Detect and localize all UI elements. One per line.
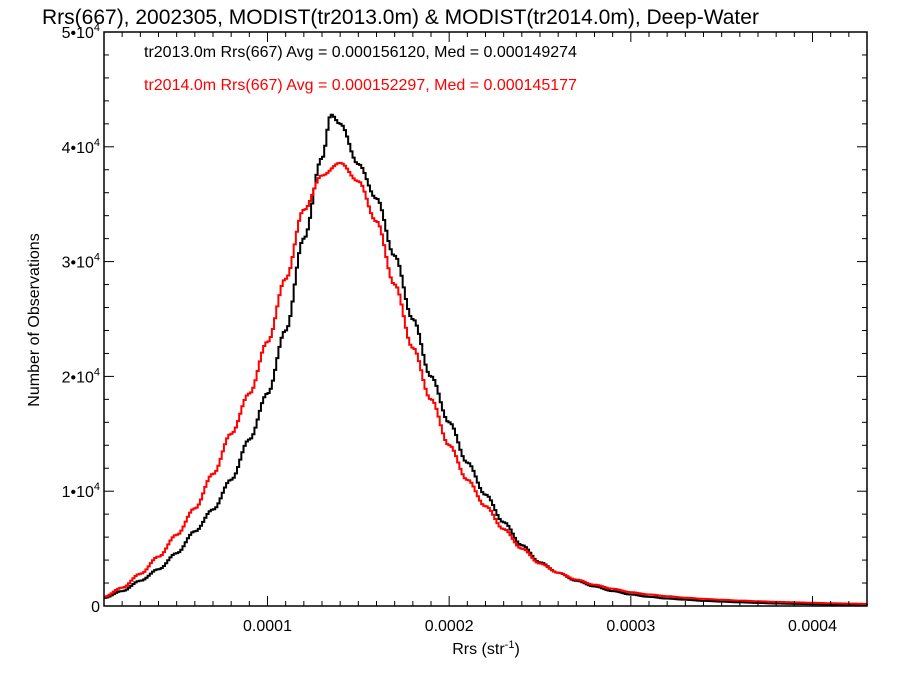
y-tick-label: 3•104 (62, 252, 100, 272)
y-axis-ticks: 0 1•104 2•104 3•104 4•104 5•104 (62, 22, 867, 616)
series-line-tr2014.0m (104, 161, 867, 605)
x-tick-label: 0.0003 (606, 618, 655, 635)
x-axis-label: Rrs (str-1) (452, 639, 520, 658)
plot-frame (103, 31, 868, 607)
x-tick-label: 0.0004 (788, 618, 837, 635)
y-axis-label: Number of Observations (26, 233, 43, 406)
y-tick-label: 2•104 (62, 366, 100, 386)
y-tick-label: 4•104 (62, 137, 100, 157)
y-tick-label: 0 (91, 599, 100, 616)
plot-lines (104, 113, 868, 606)
y-tick-label: 1•104 (62, 481, 100, 501)
series-line-tr2013.0m (104, 113, 868, 606)
x-tick-label: 0.0001 (243, 618, 292, 635)
legend-entry-tr2013: tr2013.0m Rrs(667) Avg = 0.000156120, Me… (144, 44, 577, 61)
x-axis-ticks: 0.0001 0.0002 0.0003 0.0004 (103, 32, 868, 635)
y-tick-label: 5•104 (62, 22, 100, 42)
chart-title: Rrs(667), 2002305, MODIST(tr2013.0m) & M… (42, 6, 759, 29)
legend-entry-tr2014: tr2014.0m Rrs(667) Avg = 0.000152297, Me… (144, 77, 577, 94)
x-tick-label: 0.0002 (425, 618, 474, 635)
